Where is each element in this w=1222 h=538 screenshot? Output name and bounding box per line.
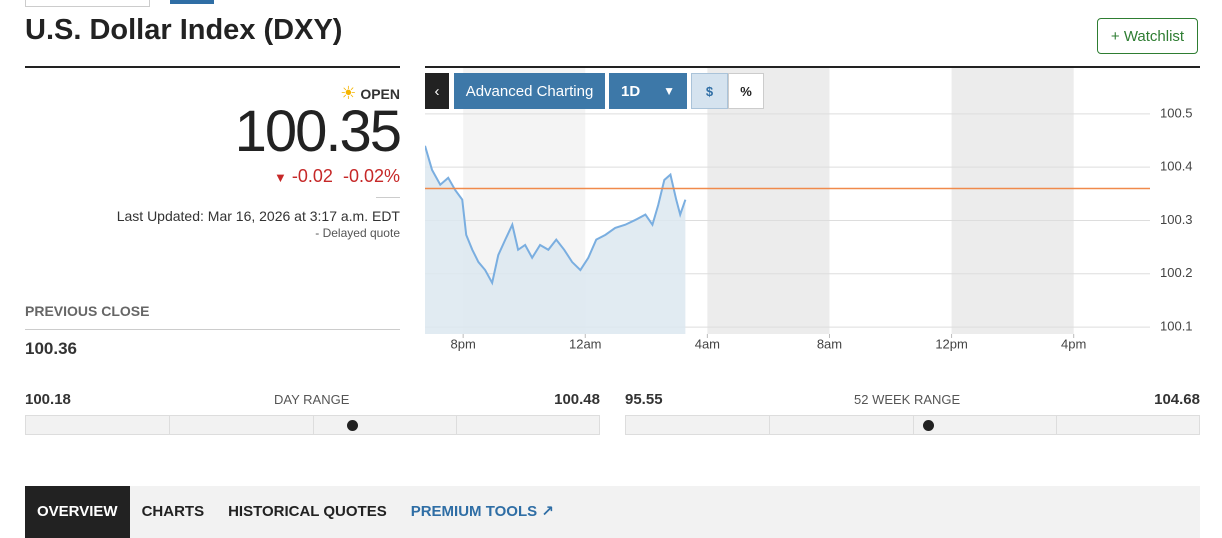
y-tick-label: 100.1 [1160, 319, 1193, 334]
tab[interactable]: PREMIUM TOOLS ↗ [399, 486, 566, 538]
interval-text: 1D [621, 82, 641, 100]
delayed-note: - Delayed quote [315, 226, 400, 240]
day-range-bar [25, 415, 600, 435]
x-tick-label: 12pm [935, 336, 968, 351]
day-low: 100.18 [25, 391, 71, 408]
range-dot [923, 420, 935, 431]
divider [25, 66, 400, 68]
y-tick-label: 100.5 [1160, 105, 1193, 120]
dropdown-caret: ▼ [663, 84, 675, 98]
status-text: OPEN [360, 86, 400, 102]
day-high: 100.48 [554, 391, 600, 408]
week52-range-label: 52 WEEK RANGE [854, 392, 961, 407]
week52-low: 95.55 [625, 391, 663, 408]
previous-close-label: PREVIOUS CLOSE [25, 303, 150, 319]
tab[interactable]: OVERVIEW [25, 486, 130, 538]
sun-icon: ☀ [340, 83, 357, 103]
tab[interactable]: HISTORICAL QUOTES [228, 503, 387, 520]
price: 100.35 [234, 99, 402, 164]
session-band [951, 68, 1074, 334]
divider [25, 329, 400, 330]
change-pct: -0.02% [342, 166, 400, 186]
x-tick-label: 8am [817, 336, 842, 351]
last-updated: Last Updated: Mar 16, 2026 at 3:17 a.m. … [116, 208, 400, 224]
range-dot [346, 420, 358, 431]
tab[interactable]: CHARTS [141, 503, 205, 520]
market-status: ☀ OPEN [340, 83, 400, 104]
watchlist-button[interactable]: + Watchlist [1097, 18, 1198, 54]
x-tick-label: 8pm [451, 336, 476, 351]
change-value: -0.02 [291, 166, 333, 186]
title: U.S. Dollar Index (DXY) [25, 14, 343, 46]
collapse-button[interactable]: ‹ [425, 73, 449, 109]
x-tick-label: 12am [569, 336, 602, 351]
percent-toggle[interactable]: % [728, 73, 764, 109]
previous-close-value: 100.36 [25, 339, 77, 358]
session-band [707, 68, 830, 334]
x-tick-label: 4am [695, 336, 720, 351]
y-tick-label: 100.3 [1160, 212, 1193, 227]
tab-bar: OVERVIEW CHARTS HISTORICAL QUOTES PREMIU… [25, 486, 1200, 538]
advanced-charting-button[interactable]: Advanced Charting [454, 73, 605, 109]
breadcrumb-active [170, 0, 214, 4]
y-tick-label: 100.4 [1160, 159, 1193, 174]
breadcrumb[interactable] [25, 0, 150, 7]
week52-high: 104.68 [1154, 391, 1200, 408]
dollar-toggle[interactable]: $ [691, 73, 728, 109]
area [425, 145, 686, 334]
chart: 100.1 100.2 100.3 100.4 100.5 8pm 12am 4am 8am 12… [425, 66, 1200, 351]
interval-dropdown[interactable]: 1D ▼ [609, 73, 687, 109]
divider [376, 197, 400, 198]
y-tick-label: 100.2 [1160, 265, 1193, 280]
day-range-label: DAY RANGE [274, 392, 350, 407]
tab-text: PREMIUM TOOLS [410, 503, 538, 520]
external-icon: ↗ [541, 503, 554, 520]
x-tick-label: 4pm [1061, 336, 1086, 351]
down-arrow: ▼ [274, 170, 287, 185]
price-line [425, 145, 687, 286]
week52-range-bar [625, 415, 1200, 435]
change: ▼ -0.02 -0.02% [274, 166, 400, 187]
